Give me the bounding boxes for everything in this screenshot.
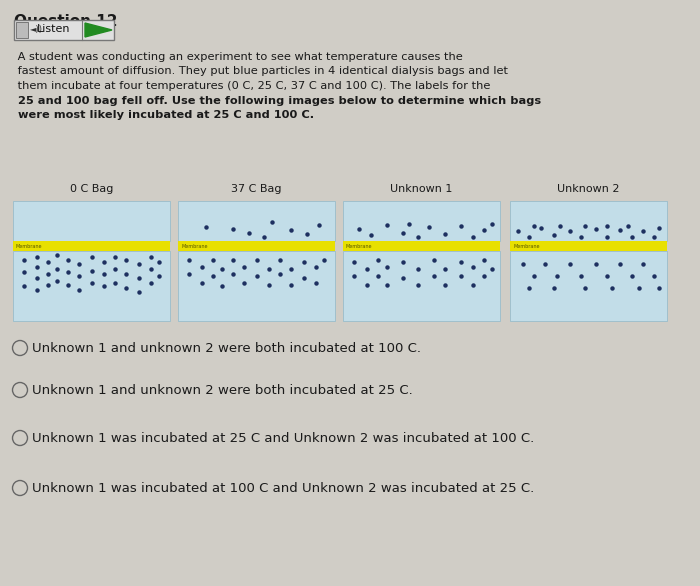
Polygon shape — [85, 23, 112, 37]
Text: Membrane: Membrane — [181, 244, 207, 249]
Text: Unknown 1: Unknown 1 — [391, 184, 453, 194]
Bar — [16, 22, 28, 38]
Bar — [178, 241, 335, 251]
Bar — [178, 201, 335, 241]
Bar — [13, 241, 170, 251]
Bar — [178, 251, 335, 321]
Bar — [13, 251, 170, 321]
Bar — [343, 251, 500, 321]
Text: Unknown 1 was incubated at 100 C and Unknown 2 was incubated at 25 C.: Unknown 1 was incubated at 100 C and Unk… — [32, 482, 534, 495]
Text: 37 C Bag: 37 C Bag — [231, 184, 281, 194]
Text: Listen: Listen — [37, 25, 71, 35]
Text: them incubate at four temperatures (0 C, 25 C, 37 C and 100 C). The labels for t: them incubate at four temperatures (0 C,… — [14, 81, 491, 91]
Text: Membrane: Membrane — [346, 244, 372, 249]
Bar — [510, 251, 667, 321]
Bar — [14, 20, 114, 40]
Bar — [343, 201, 500, 241]
Text: 0 C Bag: 0 C Bag — [70, 184, 113, 194]
Text: Question 12: Question 12 — [14, 14, 118, 29]
Text: A student was conducting an experiment to see what temperature causes the: A student was conducting an experiment t… — [14, 52, 463, 62]
Text: Unknown 2: Unknown 2 — [557, 184, 620, 194]
Text: 25 and 100 bag fell off. Use the following images below to determine which bags: 25 and 100 bag fell off. Use the followi… — [14, 96, 541, 105]
Text: Membrane: Membrane — [513, 244, 540, 249]
Bar — [343, 241, 500, 251]
Bar — [510, 241, 667, 251]
Text: were most likely incubated at 25 C and 100 C.: were most likely incubated at 25 C and 1… — [14, 110, 314, 120]
Text: Unknown 1 and unknown 2 were both incubated at 25 C.: Unknown 1 and unknown 2 were both incuba… — [32, 383, 413, 397]
Text: Unknown 1 was incubated at 25 C and Unknown 2 was incubated at 100 C.: Unknown 1 was incubated at 25 C and Unkn… — [32, 431, 534, 445]
Text: Unknown 1 and unknown 2 were both incubated at 100 C.: Unknown 1 and unknown 2 were both incuba… — [32, 342, 421, 355]
Bar — [510, 201, 667, 241]
Text: ◄)): ◄)) — [30, 25, 43, 34]
Text: Membrane: Membrane — [16, 244, 43, 249]
Bar — [13, 201, 170, 241]
Text: fastest amount of diffusion. They put blue particles in 4 identical dialysis bag: fastest amount of diffusion. They put bl… — [14, 66, 508, 77]
